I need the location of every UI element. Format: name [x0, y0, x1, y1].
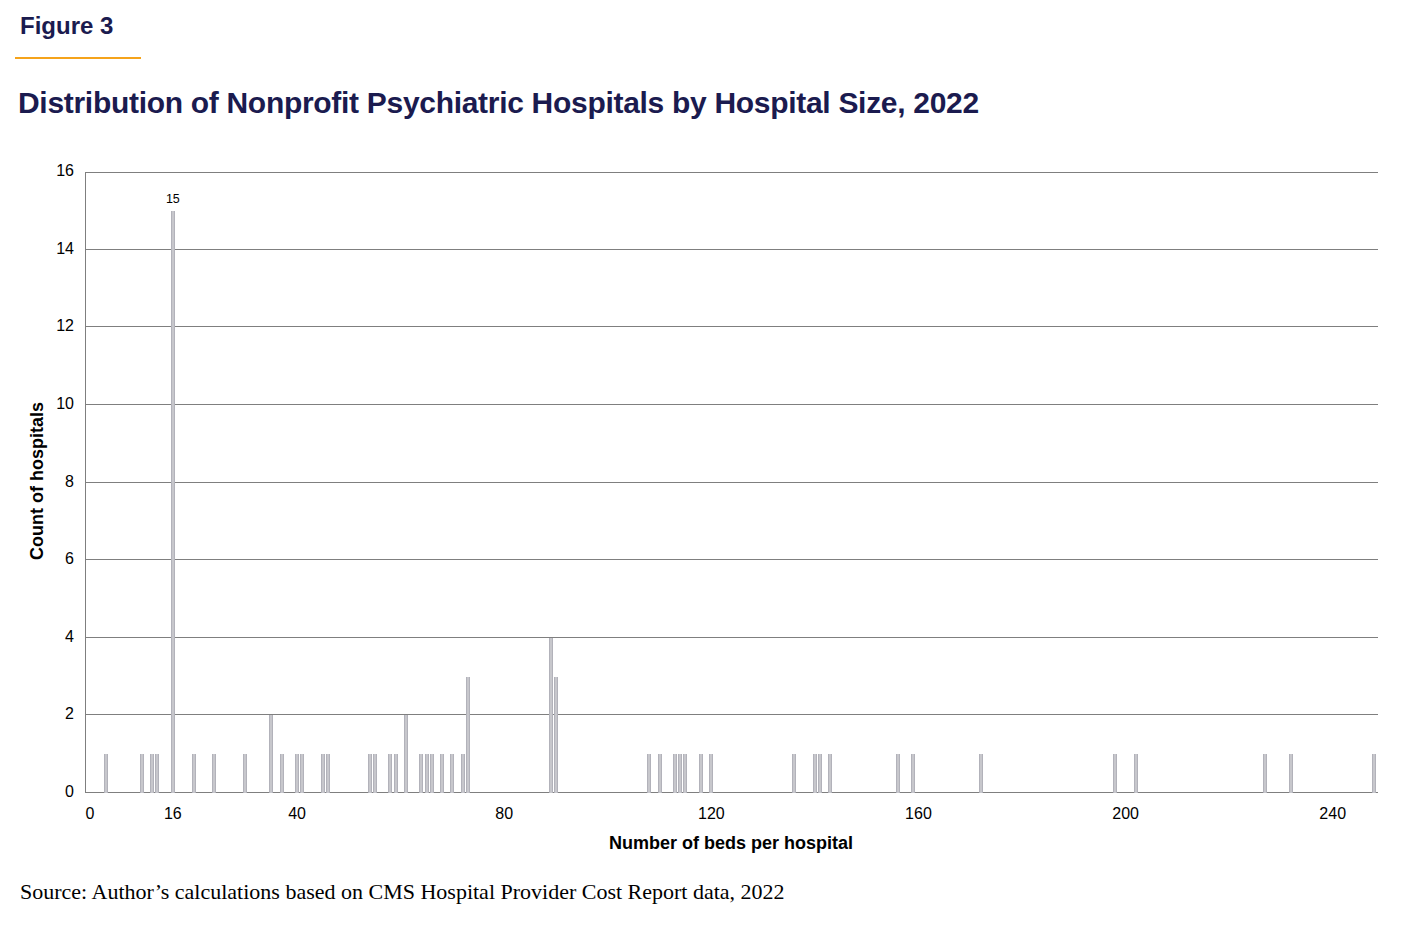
x-tick-label: 120: [681, 805, 741, 823]
y-tick-label: 10: [30, 395, 74, 413]
bar: [295, 754, 299, 793]
x-tick-label: 240: [1303, 805, 1363, 823]
gridline: [86, 249, 1378, 250]
bar: [388, 754, 392, 793]
y-tick-label: 14: [30, 240, 74, 258]
y-tick-label: 0: [30, 783, 74, 801]
gridline: [86, 326, 1378, 327]
bar: [404, 715, 408, 793]
y-tick-label: 12: [30, 317, 74, 335]
bar: [658, 754, 662, 793]
bar: [425, 754, 429, 793]
bar: [212, 754, 216, 793]
bar: [461, 754, 465, 793]
figure-label: Figure 3: [20, 12, 113, 40]
bar: [673, 754, 677, 793]
source-note: Source: Author’s calculations based on C…: [20, 879, 785, 905]
bar: [828, 754, 832, 793]
bar: [549, 638, 553, 793]
bar: [300, 754, 304, 793]
bar: [1134, 754, 1138, 793]
bar: [466, 677, 470, 793]
bar: [1263, 754, 1267, 793]
bar: [192, 754, 196, 793]
x-tick-label: 200: [1096, 805, 1156, 823]
bar: [155, 754, 159, 793]
bar: [150, 754, 154, 793]
bar: [1289, 754, 1293, 793]
bar: [419, 754, 423, 793]
x-axis-title: Number of beds per hospital: [609, 833, 853, 854]
bar: [1113, 754, 1117, 793]
bar: [243, 754, 247, 793]
bar: [709, 754, 713, 793]
bar: [813, 754, 817, 793]
bar: [1372, 754, 1376, 793]
x-tick-label: 80: [474, 805, 534, 823]
chart-title: Distribution of Nonprofit Psychiatric Ho…: [18, 86, 979, 120]
x-tick-label: 0: [60, 805, 120, 823]
figure-label-underline: [15, 57, 141, 59]
x-tick-label: 40: [267, 805, 327, 823]
bar: [979, 754, 983, 793]
figure-page: Figure 3 Distribution of Nonprofit Psych…: [0, 0, 1402, 932]
bar: [280, 754, 284, 793]
gridline: [86, 714, 1378, 715]
bar: [321, 754, 325, 793]
x-tick-label: 16: [143, 805, 203, 823]
y-tick-label: 2: [30, 705, 74, 723]
bar: [394, 754, 398, 793]
y-tick-label: 16: [30, 162, 74, 180]
bar: [368, 754, 372, 793]
bar: [792, 754, 796, 793]
bar: [683, 754, 687, 793]
peak-value-label: 15: [166, 192, 180, 206]
bar: [269, 715, 273, 793]
bar: [440, 754, 444, 793]
bar: [450, 754, 454, 793]
y-tick-label: 6: [30, 550, 74, 568]
bar: [647, 754, 651, 793]
bar: [104, 754, 108, 793]
x-tick-label: 160: [888, 805, 948, 823]
bar: [171, 211, 175, 793]
bar: [373, 754, 377, 793]
gridline: [86, 482, 1378, 483]
bar: [699, 754, 703, 793]
gridline: [86, 559, 1378, 560]
bar: [818, 754, 822, 793]
y-tick-label: 4: [30, 628, 74, 646]
plot-area: 0246810121416016408012016020024015: [85, 172, 1378, 793]
gridline: [86, 172, 1378, 173]
bar: [896, 754, 900, 793]
y-tick-label: 8: [30, 473, 74, 491]
bar: [911, 754, 915, 793]
bar: [326, 754, 330, 793]
bar: [430, 754, 434, 793]
bar: [140, 754, 144, 793]
bar: [554, 677, 558, 793]
gridline: [86, 637, 1378, 638]
bar: [678, 754, 682, 793]
gridline: [86, 404, 1378, 405]
